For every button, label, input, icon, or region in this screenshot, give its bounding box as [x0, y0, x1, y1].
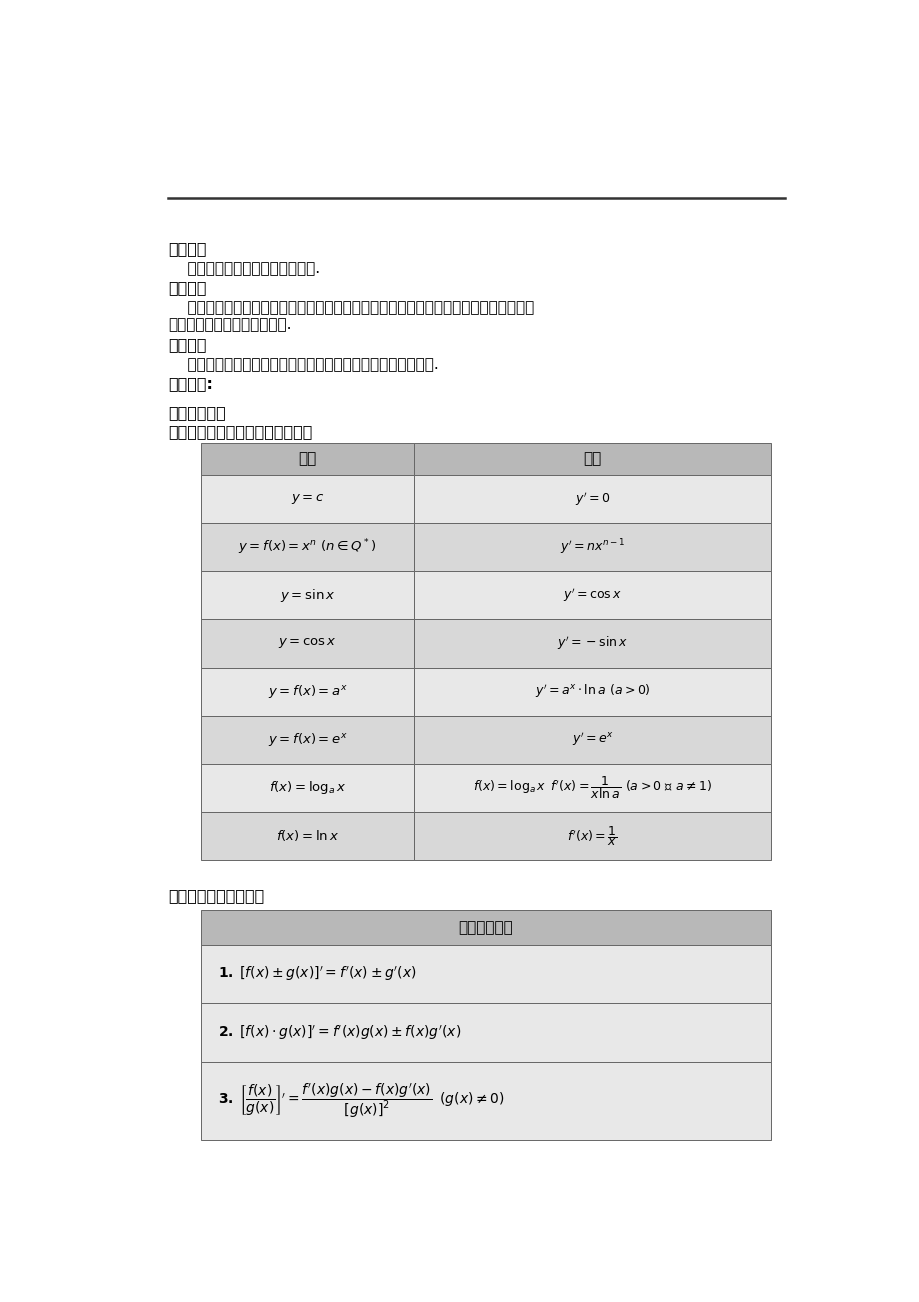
- Text: 导数: 导数: [583, 452, 601, 466]
- Bar: [414, 523, 770, 572]
- Text: $\mathbf{3.}\;\left[\dfrac{f(x)}{g(x)}\right]' = \dfrac{f'(x)g(x)-f(x)g'(x)}{\le: $\mathbf{3.}\;\left[\dfrac{f(x)}{g(x)}\r…: [218, 1082, 505, 1120]
- Text: 中间变量对自变量的导数之积.: 中间变量对自变量的导数之积.: [168, 318, 291, 332]
- Bar: [200, 523, 414, 572]
- Bar: [414, 812, 770, 861]
- Text: $f'(x) = \dfrac{1}{x}$: $f'(x) = \dfrac{1}{x}$: [567, 824, 618, 848]
- Text: $f(x) = \log_a x\enspace f'(x)=\dfrac{1}{x\ln a}\ (a{>}0\text{ 且 }a{\neq}1)$: $f(x) = \log_a x\enspace f'(x)=\dfrac{1}…: [472, 775, 711, 801]
- Text: $f(x) = \log_a x$: $f(x) = \log_a x$: [268, 780, 346, 797]
- Text: 理解并掌握复合函数的求导法则.: 理解并掌握复合函数的求导法则.: [168, 262, 320, 276]
- Text: 导数运算法则: 导数运算法则: [458, 921, 513, 935]
- Text: $y' = \cos x$: $y' = \cos x$: [562, 587, 621, 604]
- Text: （二）导数的运算法则: （二）导数的运算法则: [168, 888, 265, 904]
- Text: $y = \sin x$: $y = \sin x$: [279, 587, 335, 604]
- Text: 复合函数的求导方法：复合函数对自变量的导数，等于已知函数对中间变量的导数乘以: 复合函数的求导方法：复合函数对自变量的导数，等于已知函数对中间变量的导数乘以: [168, 301, 534, 315]
- Bar: [414, 764, 770, 812]
- Bar: [200, 812, 414, 861]
- Text: 教学目标: 教学目标: [168, 241, 207, 256]
- Bar: [200, 668, 414, 716]
- Bar: [200, 764, 414, 812]
- Text: $y = f(x) = a^x$: $y = f(x) = a^x$: [267, 684, 347, 700]
- Bar: [200, 945, 770, 1004]
- Text: 教学过程:: 教学过程:: [168, 376, 213, 391]
- Text: $y' = 0$: $y' = 0$: [574, 491, 610, 508]
- Text: $y = f(x) = e^x$: $y = f(x) = e^x$: [267, 732, 347, 749]
- Text: 一．创设情景: 一．创设情景: [168, 405, 226, 419]
- Text: $y' = nx^{n-1}$: $y' = nx^{n-1}$: [560, 538, 625, 557]
- Bar: [200, 475, 414, 523]
- Text: $y = c$: $y = c$: [290, 492, 323, 506]
- Bar: [414, 572, 770, 620]
- Bar: [200, 910, 770, 945]
- Text: $\mathbf{1.}\;\left[f(x)\pm g(x)\right]' = f'(x)\pm g'(x)$: $\mathbf{1.}\;\left[f(x)\pm g(x)\right]'…: [218, 965, 416, 983]
- Bar: [200, 620, 414, 668]
- Text: $y' = -\sin x$: $y' = -\sin x$: [557, 634, 628, 652]
- Bar: [200, 443, 414, 475]
- Text: $\mathbf{2.}\;\left[f(x)\cdot g(x)\right]' = f'(x)g(x)\pm f(x)g'(x)$: $\mathbf{2.}\;\left[f(x)\cdot g(x)\right…: [218, 1023, 461, 1042]
- Bar: [414, 475, 770, 523]
- Text: $f(x) = \ln x$: $f(x) = \ln x$: [276, 828, 339, 844]
- Text: （一）基本初等函数的导数公式表: （一）基本初等函数的导数公式表: [168, 424, 312, 439]
- Bar: [200, 572, 414, 620]
- Text: $y = \cos x$: $y = \cos x$: [278, 637, 336, 651]
- Text: $y = f(x) = x^n\ (n \in Q^*)$: $y = f(x) = x^n\ (n \in Q^*)$: [238, 538, 377, 557]
- Text: 正确分解复合函数的复合过程，做到不漏，不重，熟练，正确.: 正确分解复合函数的复合过程，做到不漏，不重，熟练，正确.: [168, 357, 438, 372]
- Bar: [414, 668, 770, 716]
- Bar: [414, 443, 770, 475]
- Bar: [200, 1061, 770, 1141]
- Text: 教学难点: 教学难点: [168, 337, 207, 352]
- Bar: [200, 716, 414, 764]
- Bar: [414, 620, 770, 668]
- Text: $y' = a^x \cdot \ln a\ (a>0)$: $y' = a^x \cdot \ln a\ (a>0)$: [534, 682, 650, 700]
- Text: 函数: 函数: [298, 452, 316, 466]
- Bar: [414, 716, 770, 764]
- Bar: [200, 1004, 770, 1061]
- Text: 教学重点: 教学重点: [168, 280, 207, 296]
- Text: $y' = e^x$: $y' = e^x$: [571, 730, 613, 749]
